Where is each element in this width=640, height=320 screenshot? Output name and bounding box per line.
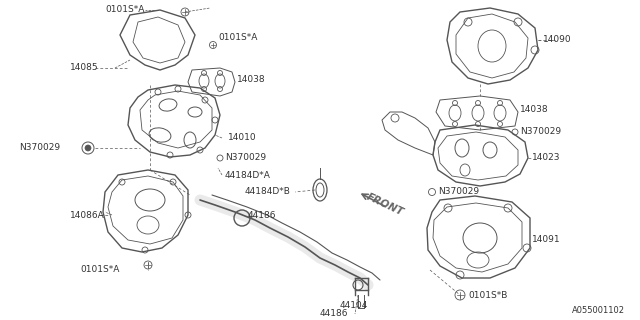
Text: N370029: N370029: [19, 143, 60, 153]
Text: 44184D*A: 44184D*A: [225, 171, 271, 180]
Text: 44186: 44186: [320, 309, 349, 318]
Text: 14023: 14023: [532, 154, 561, 163]
Text: 44184D*B: 44184D*B: [245, 188, 291, 196]
Text: 14085: 14085: [70, 63, 99, 73]
Text: 0101S*A: 0101S*A: [105, 5, 145, 14]
Text: 14091: 14091: [532, 236, 561, 244]
Text: 0101S*A: 0101S*A: [80, 266, 120, 275]
Text: 0101S*A: 0101S*A: [218, 34, 257, 43]
Text: 14038: 14038: [520, 106, 548, 115]
Text: N370029: N370029: [438, 188, 479, 196]
Text: N370029: N370029: [225, 154, 266, 163]
Text: 0101S*B: 0101S*B: [468, 291, 508, 300]
Text: N370029: N370029: [520, 127, 561, 137]
Circle shape: [85, 145, 91, 151]
Text: 14090: 14090: [543, 36, 572, 44]
Text: A055001102: A055001102: [572, 306, 625, 315]
Text: FRONT: FRONT: [365, 192, 405, 218]
Text: 14038: 14038: [237, 76, 266, 84]
Text: 14086A: 14086A: [70, 211, 105, 220]
Text: 44104: 44104: [340, 300, 369, 309]
Text: 14010: 14010: [228, 133, 257, 142]
Text: 44186: 44186: [248, 211, 276, 220]
